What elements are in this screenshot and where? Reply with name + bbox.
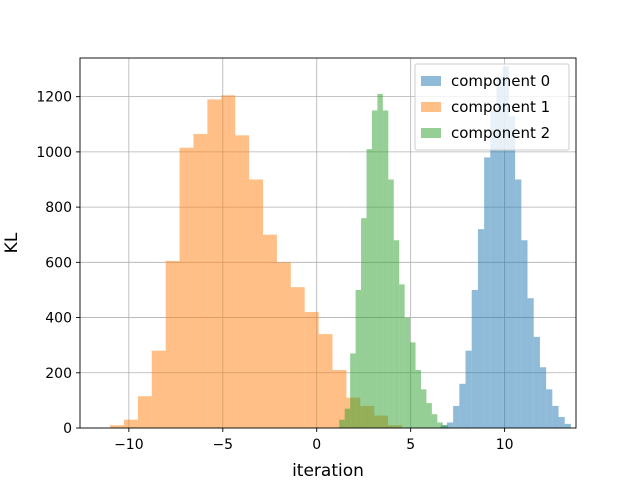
- series-1-bars: [110, 95, 403, 429]
- y-tick-label: 800: [45, 200, 72, 216]
- histogram-bar: [193, 133, 208, 428]
- histogram-bar: [410, 342, 416, 428]
- x-tick-label: 5: [406, 437, 415, 453]
- histogram-bar: [344, 408, 351, 428]
- series-2-bars: [339, 93, 449, 429]
- histogram-bar: [515, 179, 522, 428]
- y-tick-label: 0: [63, 421, 72, 437]
- histogram-bar: [318, 334, 333, 428]
- histogram-bar: [361, 218, 367, 428]
- legend-label: component 0: [451, 72, 550, 90]
- histogram-bar: [453, 405, 460, 428]
- y-tick-label: 200: [45, 366, 72, 382]
- histogram-bar: [249, 179, 263, 428]
- histogram-bar: [496, 77, 503, 428]
- histogram-bar: [123, 419, 138, 428]
- histogram-bar: [459, 383, 466, 428]
- histogram-bar: [332, 370, 347, 428]
- histogram-bar: [527, 298, 534, 428]
- histogram-bar: [508, 115, 516, 428]
- histogram-bar: [235, 135, 250, 429]
- histogram-bar: [552, 405, 559, 428]
- histogram-bar: [110, 425, 124, 428]
- x-tick-label: 10: [496, 437, 514, 453]
- histogram-bar: [304, 312, 319, 428]
- histogram-bar: [471, 289, 478, 428]
- histogram-bar: [421, 389, 427, 428]
- histogram-bar: [221, 95, 236, 428]
- histogram-bar: [371, 110, 378, 429]
- histogram-bar: [165, 260, 180, 428]
- histogram-bar: [366, 149, 372, 429]
- legend-swatch: [421, 76, 441, 86]
- histogram-bar: [465, 350, 472, 428]
- histogram-bar: [137, 396, 152, 428]
- histogram-bar: [533, 336, 540, 428]
- histogram-bar: [546, 389, 553, 428]
- plot-frame: [79, 57, 577, 429]
- histogram-bar: [521, 240, 528, 428]
- histogram-bar: [490, 110, 497, 429]
- x-tick-label: 0: [312, 437, 321, 453]
- histogram-bar: [477, 229, 485, 428]
- axis-ticks: −10 −5 0 5 10 0 200 400 600 800 1000 1200: [36, 90, 513, 453]
- x-tick-label: −5: [212, 437, 233, 453]
- series-0-bars: [440, 66, 571, 429]
- histogram-bar: [415, 370, 421, 428]
- histogram-bar: [558, 416, 565, 428]
- legend-swatch: [421, 128, 441, 138]
- histogram-bar: [484, 157, 491, 428]
- histogram-bar: [404, 317, 411, 428]
- histogram-bar: [539, 367, 547, 428]
- histogram-bar: [446, 422, 454, 428]
- histogram-bar: [399, 284, 405, 428]
- histogram-bar: [339, 419, 345, 428]
- y-tick-label: 600: [45, 255, 72, 271]
- histogram-bar: [377, 93, 383, 429]
- histogram-bar: [179, 147, 194, 428]
- histogram-bar: [151, 350, 166, 428]
- histogram-bar: [388, 179, 394, 428]
- histogram-bar: [502, 66, 509, 429]
- histogram-bar: [276, 262, 291, 428]
- y-tick-label: 1000: [36, 145, 72, 161]
- histogram-bars: [110, 66, 571, 429]
- histogram-bar: [290, 287, 305, 428]
- legend-label: component 2: [451, 124, 550, 142]
- histogram-bar: [393, 240, 400, 428]
- histogram-bar: [350, 353, 356, 428]
- legend-box: [414, 63, 570, 151]
- y-tick-label: 400: [45, 311, 72, 327]
- histogram-bar: [564, 423, 571, 428]
- histogram-bar: [382, 110, 389, 429]
- histogram-bar: [442, 425, 449, 428]
- legend: component 0 component 1 component 2: [414, 63, 570, 151]
- y-axis-label: KL: [2, 232, 22, 253]
- histogram-bar: [437, 422, 443, 428]
- histogram-bar: [355, 289, 362, 428]
- histogram-bar: [262, 234, 277, 428]
- histogram-bar: [431, 414, 438, 428]
- y-tick-label: 1200: [36, 90, 72, 106]
- x-tick-label: −10: [114, 437, 144, 453]
- x-axis-label: iteration: [292, 461, 364, 480]
- histogram-bar: [426, 403, 432, 428]
- legend-label: component 1: [451, 98, 550, 116]
- legend-swatch: [421, 102, 441, 112]
- histogram-bar: [207, 99, 222, 428]
